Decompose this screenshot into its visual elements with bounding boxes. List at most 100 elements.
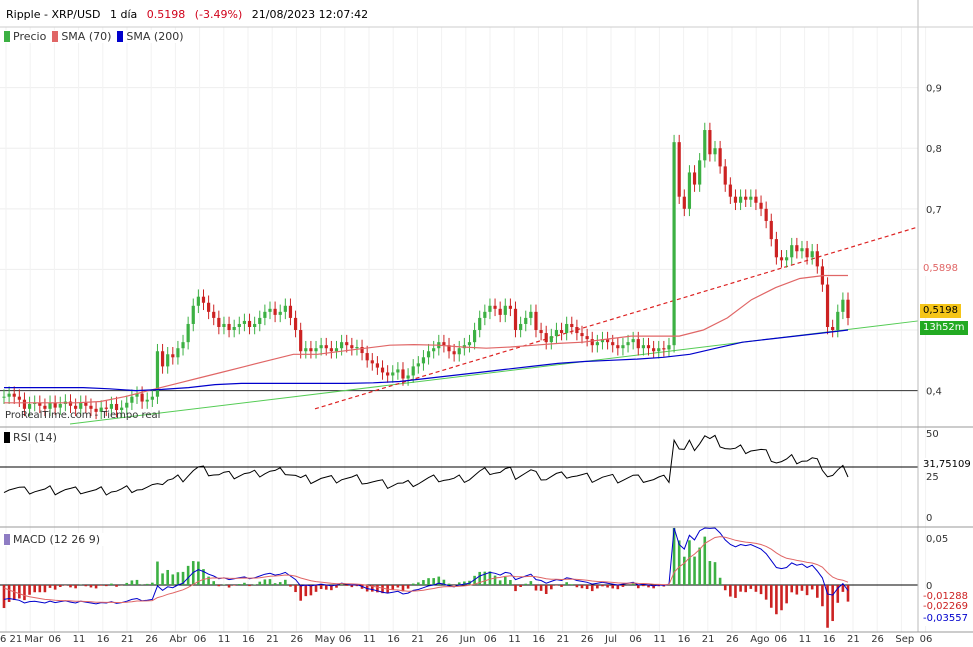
macd-histogram-bar bbox=[197, 561, 200, 585]
candle-body bbox=[340, 342, 344, 349]
candle-body bbox=[754, 196, 758, 203]
rsi-tick-label: 25 bbox=[926, 472, 939, 483]
candle-body bbox=[815, 251, 819, 267]
candle-body bbox=[253, 323, 257, 327]
time-tick-label: 06 bbox=[48, 634, 61, 645]
candle-body bbox=[334, 348, 339, 352]
candle-body bbox=[191, 305, 195, 324]
legend-sma200[interactable]: SMA (200) bbox=[117, 30, 183, 43]
candle-body bbox=[805, 248, 809, 258]
precio-swatch bbox=[4, 31, 10, 42]
macd-histogram-bar bbox=[406, 585, 410, 589]
candle-body bbox=[396, 369, 400, 373]
macd-histogram-bar bbox=[89, 585, 93, 588]
legend-sma200-label: SMA (200) bbox=[126, 30, 184, 43]
candle-body bbox=[611, 342, 615, 346]
macd-histogram-bar bbox=[370, 585, 374, 592]
candle-body bbox=[825, 284, 830, 327]
candle-body bbox=[708, 130, 712, 155]
candle-body bbox=[447, 345, 451, 352]
candle-body bbox=[288, 305, 293, 318]
candle-body bbox=[503, 305, 507, 315]
candle-body bbox=[370, 360, 374, 364]
macd-histogram-bar bbox=[447, 583, 451, 585]
candle-body bbox=[386, 372, 390, 376]
time-tick-label: 16 bbox=[532, 634, 545, 645]
macd-histogram-bar bbox=[212, 581, 216, 585]
candle-body bbox=[48, 402, 52, 409]
macd-histogram-bar bbox=[376, 585, 379, 593]
candle-body bbox=[652, 348, 656, 352]
candle-body bbox=[150, 396, 154, 400]
macd-histogram-bar bbox=[432, 578, 435, 585]
candle-body bbox=[360, 347, 364, 354]
legend-rsi[interactable]: RSI (14) bbox=[4, 431, 57, 444]
candle-body bbox=[549, 336, 553, 343]
last-price: 0.5198 bbox=[146, 8, 186, 21]
legend-precio[interactable]: Precio bbox=[4, 30, 46, 43]
macd-histogram-bar bbox=[590, 585, 594, 592]
macd-histogram-bar bbox=[105, 585, 108, 587]
macd-histogram-bar bbox=[550, 585, 553, 590]
macd-histogram-bar bbox=[519, 585, 522, 587]
timeframe[interactable]: 1 día bbox=[109, 8, 138, 21]
price-panel bbox=[0, 122, 919, 425]
macd-histogram-bar bbox=[202, 569, 205, 585]
macd-histogram-bar bbox=[657, 585, 661, 587]
candle-body bbox=[831, 327, 835, 331]
candle-body bbox=[155, 351, 160, 397]
macd-histogram-bar bbox=[683, 556, 686, 585]
macd-histogram-bar bbox=[734, 585, 737, 598]
macd-histogram-bar bbox=[647, 585, 650, 588]
candle-body bbox=[667, 345, 671, 350]
macd-signal-line bbox=[3, 536, 849, 603]
macd-histogram-bar bbox=[810, 585, 814, 590]
candle-body bbox=[554, 330, 559, 337]
macd-histogram-bar bbox=[7, 585, 11, 602]
sma70-line bbox=[4, 274, 848, 404]
macd-histogram-bar bbox=[69, 585, 72, 588]
macd-value-2: -0,02269 bbox=[920, 600, 971, 614]
candle-body bbox=[411, 366, 415, 376]
candle-body bbox=[662, 348, 666, 350]
candle-body bbox=[836, 311, 840, 331]
macd-histogram-bar bbox=[161, 573, 164, 585]
macd-histogram-bar bbox=[805, 585, 809, 596]
macd-histogram-bar bbox=[509, 580, 512, 585]
candle-body bbox=[692, 172, 697, 185]
macd-histogram-bar bbox=[759, 585, 763, 595]
macd-histogram-bar bbox=[631, 583, 635, 585]
macd-histogram-bar bbox=[355, 585, 359, 587]
macd-histogram-bar bbox=[698, 547, 701, 585]
legend-macd[interactable]: MACD (12 26 9) bbox=[4, 533, 100, 546]
macd-histogram-bar bbox=[263, 579, 267, 585]
rsi-tick-label: 0 bbox=[926, 513, 932, 524]
macd-histogram-bar bbox=[483, 571, 487, 585]
time-tick-label: 26 bbox=[145, 634, 158, 645]
candle-body bbox=[524, 317, 528, 324]
candle-body bbox=[457, 348, 461, 355]
legend-sma70[interactable]: SMA (70) bbox=[52, 30, 111, 43]
candle-body bbox=[43, 405, 47, 409]
candle-body bbox=[212, 311, 216, 318]
candle-body bbox=[160, 351, 165, 367]
candle-body bbox=[242, 320, 247, 324]
candle-body bbox=[350, 345, 354, 349]
candle-body bbox=[595, 342, 599, 346]
candle-body bbox=[329, 348, 333, 352]
macd-histogram-bar bbox=[601, 585, 604, 587]
candle-body bbox=[513, 308, 518, 331]
time-tick-label: 16 bbox=[678, 634, 691, 645]
last-price-label: 0,5198 bbox=[920, 304, 961, 318]
candle-body bbox=[800, 248, 804, 252]
candle-body bbox=[99, 407, 103, 412]
candle-body bbox=[74, 405, 78, 409]
candle-body bbox=[258, 317, 262, 324]
candle-body bbox=[841, 299, 845, 312]
macd-histogram-bar bbox=[125, 582, 129, 585]
macd-histogram-bar bbox=[304, 585, 308, 597]
macd-panel bbox=[0, 527, 918, 628]
rsi-line bbox=[3, 434, 849, 496]
candle-body bbox=[641, 345, 645, 349]
macd-histogram-bar bbox=[800, 585, 804, 591]
